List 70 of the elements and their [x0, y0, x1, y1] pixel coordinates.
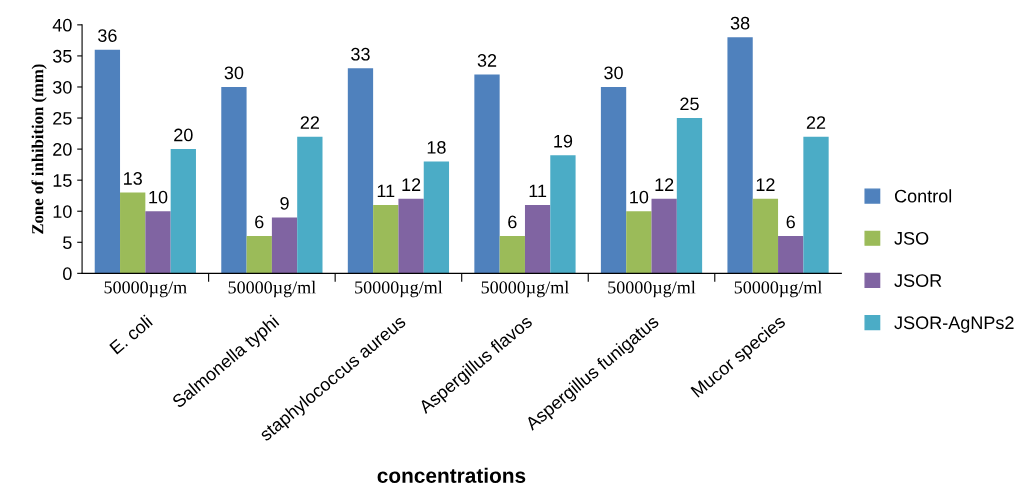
data-label: 10 — [630, 190, 649, 204]
data-label: 12 — [655, 178, 674, 191]
text: 50000µg/ml — [608, 280, 696, 298]
bar — [676, 118, 703, 274]
data-label: 6 — [508, 215, 517, 229]
data-label: 25 — [680, 97, 699, 111]
bar — [778, 236, 804, 274]
bar — [727, 37, 753, 274]
text: 50000µg/ml — [481, 280, 569, 298]
data-label: 11 — [377, 184, 395, 198]
bar — [347, 68, 374, 274]
data-label: 9 — [280, 196, 289, 210]
bar — [474, 74, 500, 274]
bar — [423, 161, 450, 274]
legend-label: JSOR — [894, 274, 942, 287]
data-label: 20 — [174, 128, 193, 142]
y-tick-label: 25 — [53, 111, 72, 125]
y-tick-label: 10 — [53, 205, 72, 218]
bar — [398, 198, 424, 274]
y-tick-label: 30 — [52, 80, 72, 94]
bar — [626, 211, 652, 274]
data-label: 12 — [402, 178, 421, 191]
text: 50000µg/ml — [355, 280, 443, 298]
data-label: 6 — [255, 215, 264, 229]
text: 50000µg/ml — [228, 280, 316, 298]
bar — [752, 198, 779, 274]
bar — [170, 149, 196, 274]
bar — [221, 86, 247, 274]
legend-label: JSO — [894, 231, 929, 245]
x-axis-title: concentrations — [377, 467, 526, 483]
data-label: 33 — [351, 47, 370, 61]
data-label: 19 — [554, 134, 573, 148]
y-tick-label: 0 — [63, 267, 72, 281]
data-label: 13 — [124, 172, 142, 185]
data-label: 32 — [477, 54, 497, 67]
data-label: 30 — [224, 66, 244, 80]
data-label: 36 — [98, 29, 117, 42]
data-label: 18 — [427, 141, 446, 154]
bar — [373, 205, 399, 274]
y-tick-label: 35 — [52, 49, 72, 63]
data-label: 11 — [529, 184, 547, 198]
y-tick-label: 15 — [53, 174, 72, 187]
y-axis-title: Zone of inhibition (mm) — [31, 64, 47, 234]
data-label: 30 — [604, 66, 623, 80]
text: 50000µg/ml — [734, 280, 823, 298]
bar — [145, 211, 171, 274]
bar — [246, 236, 272, 274]
bar — [499, 236, 525, 274]
x-tick-label: E. coli — [108, 314, 153, 355]
data-label: 6 — [786, 215, 795, 229]
y-tick-label: 5 — [63, 236, 72, 250]
data-label: 38 — [730, 16, 750, 30]
y-tick-label: 40 — [52, 18, 72, 32]
text: 50000µg/m — [104, 281, 187, 298]
bar — [120, 192, 146, 274]
bar — [94, 49, 121, 274]
bar — [297, 136, 323, 274]
data-label: 22 — [300, 116, 319, 129]
bar — [803, 136, 829, 274]
data-label: 12 — [756, 178, 775, 191]
legend-label: Control — [894, 189, 952, 203]
y-tick-label: 20 — [53, 143, 72, 156]
bar — [524, 205, 551, 274]
bar — [651, 198, 677, 274]
bar — [271, 217, 298, 274]
legend-label: JSOR-AgNPs2 — [894, 316, 1014, 333]
bar — [550, 155, 576, 274]
bar — [600, 86, 627, 274]
data-label: 22 — [806, 116, 826, 129]
data-label: 10 — [149, 190, 168, 204]
